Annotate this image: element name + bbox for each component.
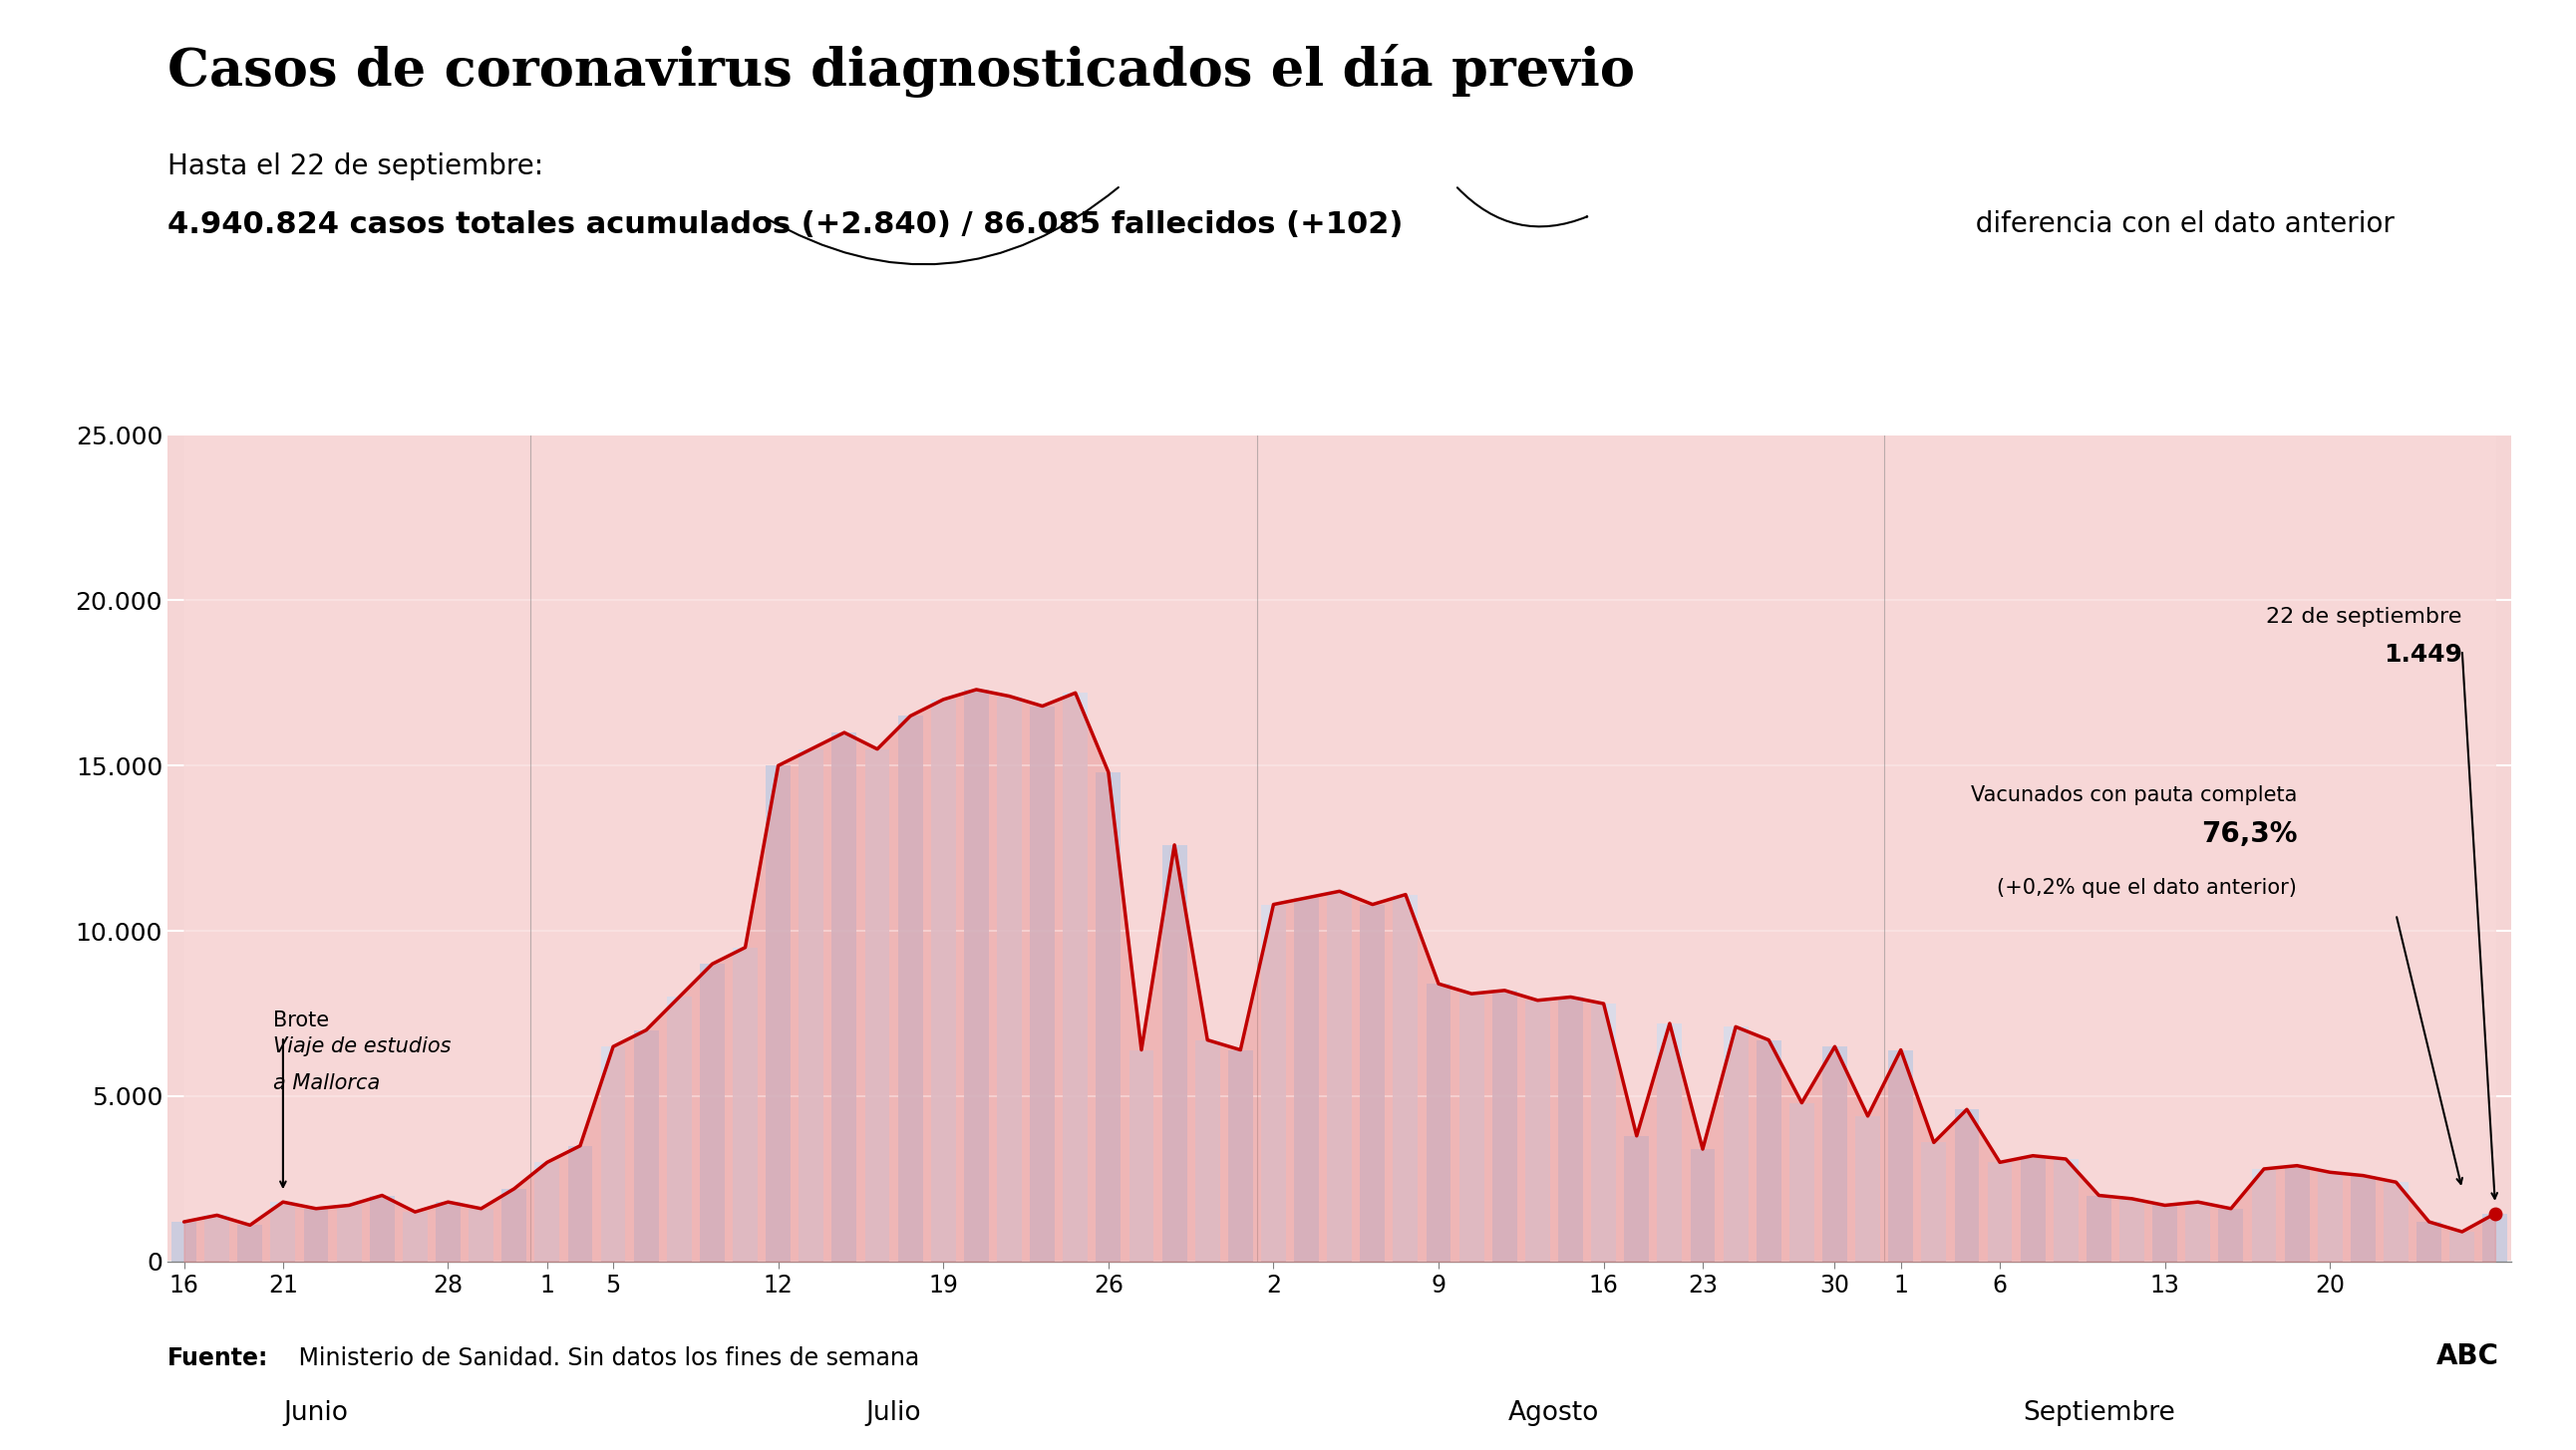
Bar: [1064, 693, 1087, 1262]
Bar: [204, 1215, 229, 1262]
Text: diferencia con el dato anterior: diferencia con el dato anterior: [1958, 210, 2393, 238]
Bar: [1592, 1003, 1615, 1262]
Text: 76,3%: 76,3%: [2200, 821, 2298, 848]
Bar: [536, 1163, 559, 1262]
Bar: [1360, 905, 1386, 1262]
Bar: [832, 732, 858, 1262]
Bar: [1989, 1163, 2012, 1262]
Bar: [997, 696, 1023, 1262]
Bar: [2053, 1159, 2079, 1262]
Bar: [732, 947, 757, 1262]
Bar: [667, 998, 690, 1262]
Text: Septiembre: Septiembre: [2022, 1401, 2174, 1427]
Bar: [765, 766, 791, 1262]
Bar: [1757, 1040, 1780, 1262]
Bar: [1723, 1027, 1749, 1262]
Bar: [634, 1030, 659, 1262]
Bar: [600, 1047, 626, 1262]
Text: Casos de coronavirus diagnosticados el día previo: Casos de coronavirus diagnosticados el d…: [167, 44, 1636, 97]
Bar: [1821, 1047, 1847, 1262]
Bar: [2087, 1195, 2112, 1262]
Bar: [1625, 1135, 1649, 1262]
Text: Fuente:: Fuente:: [167, 1347, 268, 1370]
Text: Junio: Junio: [283, 1401, 348, 1427]
Text: 4.940.824 casos totales acumulados (+2.840) / 86.085 fallecidos (+102): 4.940.824 casos totales acumulados (+2.8…: [167, 210, 1404, 239]
Bar: [1458, 993, 1484, 1262]
Bar: [1558, 998, 1584, 1262]
Bar: [304, 1209, 327, 1262]
Text: 22 de septiembre: 22 de septiembre: [2267, 606, 2463, 626]
Bar: [701, 964, 724, 1262]
Text: Julio: Julio: [866, 1401, 922, 1427]
Bar: [1293, 898, 1319, 1262]
Bar: [2383, 1182, 2409, 1262]
Bar: [1855, 1117, 1880, 1262]
Bar: [1030, 706, 1054, 1262]
Bar: [1229, 1050, 1252, 1262]
Bar: [237, 1225, 263, 1262]
Bar: [2120, 1199, 2143, 1262]
Text: Viaje de estudios: Viaje de estudios: [273, 1037, 451, 1057]
Text: Agosto: Agosto: [1510, 1401, 1600, 1427]
Bar: [899, 716, 922, 1262]
Text: a Mallorca: a Mallorca: [273, 1073, 381, 1093]
Bar: [1394, 895, 1417, 1262]
Bar: [1262, 905, 1285, 1262]
Bar: [371, 1195, 394, 1262]
Bar: [799, 750, 824, 1262]
Bar: [270, 1202, 296, 1262]
Bar: [1162, 845, 1188, 1262]
Bar: [1128, 1050, 1154, 1262]
Text: (+0,2% que el dato anterior): (+0,2% que el dato anterior): [1996, 877, 2298, 898]
Bar: [2251, 1169, 2277, 1262]
Bar: [1922, 1143, 1947, 1262]
Text: Ministerio de Sanidad. Sin datos los fines de semana: Ministerio de Sanidad. Sin datos los fin…: [291, 1347, 920, 1370]
Bar: [1427, 983, 1450, 1262]
Bar: [567, 1146, 592, 1262]
Bar: [2318, 1172, 2342, 1262]
Text: 1.449: 1.449: [2383, 642, 2463, 667]
Bar: [1888, 1050, 1914, 1262]
Bar: [1195, 1040, 1221, 1262]
Bar: [173, 1222, 196, 1262]
Text: ABC: ABC: [2437, 1343, 2499, 1370]
Bar: [1656, 1024, 1682, 1262]
Bar: [337, 1205, 361, 1262]
Bar: [435, 1202, 461, 1262]
Bar: [1327, 892, 1352, 1262]
Bar: [2416, 1222, 2442, 1262]
Bar: [1525, 1000, 1551, 1262]
Bar: [930, 699, 956, 1262]
Text: Brote: Brote: [273, 1011, 330, 1030]
Bar: [2154, 1205, 2177, 1262]
Bar: [1790, 1103, 1814, 1262]
Bar: [469, 1209, 495, 1262]
Bar: [1492, 990, 1517, 1262]
Bar: [2020, 1156, 2045, 1262]
Bar: [1095, 773, 1121, 1262]
Bar: [2483, 1214, 2506, 1262]
Bar: [963, 690, 989, 1262]
Text: Hasta el 22 de septiembre:: Hasta el 22 de septiembre:: [167, 152, 544, 180]
Bar: [2352, 1176, 2375, 1262]
Bar: [2450, 1231, 2476, 1262]
Bar: [2184, 1202, 2210, 1262]
Bar: [1690, 1148, 1716, 1262]
Bar: [1955, 1109, 1978, 1262]
Bar: [866, 750, 889, 1262]
Text: Vacunados con pauta completa: Vacunados con pauta completa: [1971, 786, 2298, 805]
Bar: [2285, 1166, 2308, 1262]
Bar: [402, 1212, 428, 1262]
Bar: [502, 1189, 526, 1262]
Bar: [2218, 1209, 2244, 1262]
